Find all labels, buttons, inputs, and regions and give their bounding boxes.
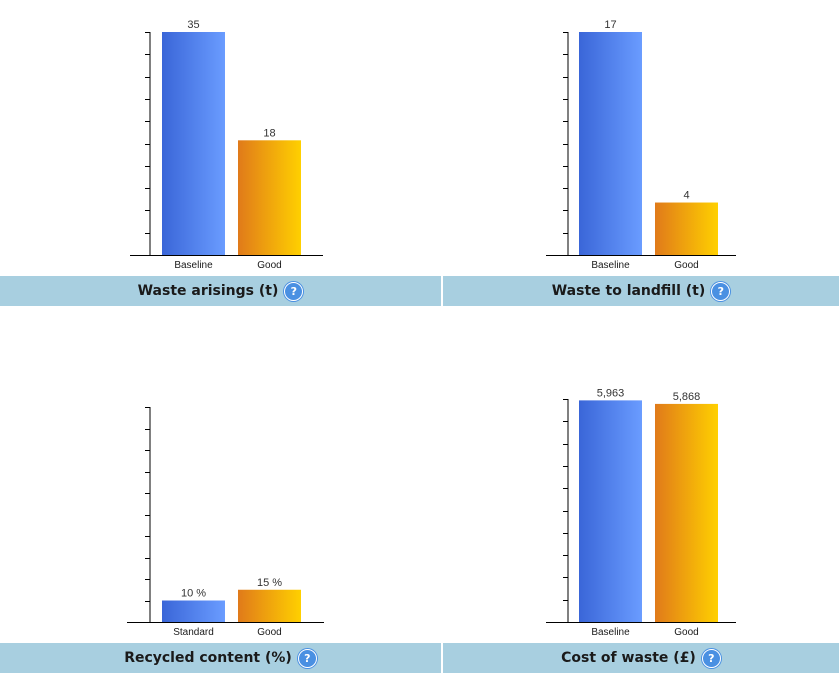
- chart-title: Recycled content (%): [124, 650, 292, 666]
- bar-good: [655, 403, 718, 622]
- chart-caption-bar: Cost of waste (£) ?: [443, 643, 839, 673]
- help-question-icon[interactable]: ?: [284, 281, 304, 301]
- bar-value-label: 10 %: [181, 588, 206, 600]
- bar-baseline: [579, 32, 642, 255]
- category-label: Good: [674, 627, 698, 638]
- bar-good: [238, 140, 301, 255]
- chart-caption-bar: Waste to landfill (t) ?: [443, 276, 839, 306]
- bar-value-label: 18: [263, 127, 275, 139]
- chart-title: Waste to landfill (t): [551, 283, 706, 299]
- help-question-icon[interactable]: ?: [297, 648, 317, 668]
- chart-waste-arisings: 35 Baseline 18 Good: [130, 19, 323, 271]
- chart-panel-waste-to-landfill: 17 Baseline 4 Good Waste to landfill (t) ?: [443, 0, 839, 336]
- bar-value-label: 15 %: [257, 577, 282, 589]
- bar-good: [238, 589, 301, 622]
- category-label: Good: [674, 260, 698, 271]
- bar-value-label: 17: [604, 19, 616, 31]
- category-label: Baseline: [174, 260, 213, 271]
- bar-good: [655, 202, 718, 255]
- bar-baseline: [162, 32, 225, 255]
- category-label: Baseline: [591, 627, 630, 638]
- chart-panel-recycled-content: 10 % Standard 15 % Good Recycled content (%…: [0, 335, 441, 673]
- bar-value-label: 35: [187, 19, 199, 31]
- bar-standard: [162, 600, 225, 622]
- chart-waste-to-landfill: 17 Baseline 4 Good: [546, 19, 736, 271]
- help-question-icon[interactable]: ?: [701, 648, 721, 668]
- chart-recycled-content: 10 % Standard 15 % Good: [127, 407, 324, 638]
- chart-caption-bar: Recycled content (%) ?: [0, 643, 441, 673]
- chart-title: Waste arisings (t): [137, 283, 279, 299]
- bar-value-label: 4: [683, 190, 689, 202]
- bar-value-label: 5,963: [597, 387, 625, 399]
- chart-cost-of-waste: 5,963 Baseline 5,868 Good: [546, 387, 736, 638]
- chart-title: Cost of waste (£): [561, 650, 696, 666]
- category-label: Good: [257, 260, 281, 271]
- chart-caption-bar: Waste arisings (t) ?: [0, 276, 441, 306]
- category-label: Baseline: [591, 260, 630, 271]
- chart-panel-waste-arisings: 35 Baseline 18 Good Waste arisings (t) ?: [0, 0, 441, 336]
- category-label: Good: [257, 627, 281, 638]
- help-question-icon[interactable]: ?: [711, 281, 731, 301]
- bar-baseline: [579, 400, 642, 622]
- chart-panel-cost-of-waste: 5,963 Baseline 5,868 Good Cost of waste (£)…: [443, 335, 839, 673]
- bar-value-label: 5,868: [673, 391, 701, 403]
- category-label: Standard: [173, 627, 214, 638]
